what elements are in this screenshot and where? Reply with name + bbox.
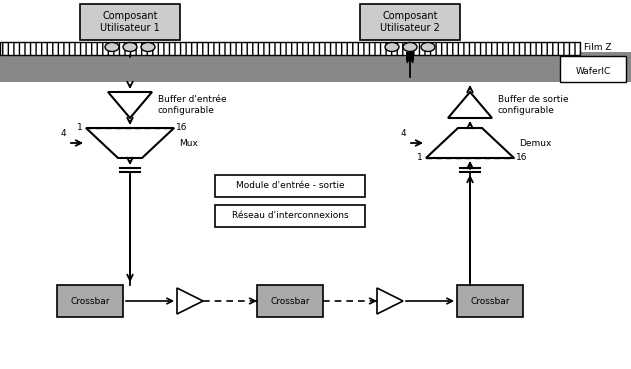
Polygon shape [177, 288, 203, 314]
Bar [257, 285, 323, 317]
Text: 16: 16 [516, 154, 528, 162]
Polygon shape [86, 128, 174, 158]
Bar [0, 52, 631, 82]
Ellipse shape [123, 42, 137, 52]
Ellipse shape [141, 42, 155, 52]
Text: 4: 4 [61, 129, 66, 138]
Polygon shape [108, 92, 152, 118]
Text: Film Z: Film Z [584, 44, 611, 52]
Text: Crossbar: Crossbar [270, 297, 310, 306]
Text: 4: 4 [401, 129, 406, 138]
Text: Mux: Mux [179, 138, 198, 148]
Ellipse shape [105, 42, 119, 52]
Bar [406, 52, 414, 61]
Text: Buffer de sortie
configurable: Buffer de sortie configurable [498, 95, 569, 115]
Bar [360, 4, 460, 40]
Text: 16: 16 [176, 124, 187, 132]
Polygon shape [377, 288, 403, 314]
Ellipse shape [403, 42, 417, 52]
Text: Composant
Utilisateur 2: Composant Utilisateur 2 [380, 11, 440, 33]
Text: WaferIC: WaferIC [575, 66, 611, 76]
Text: 1: 1 [77, 124, 83, 132]
Text: Demux: Demux [519, 138, 551, 148]
Bar [560, 56, 626, 82]
Bar [80, 4, 180, 40]
Bar [457, 285, 523, 317]
Text: Composant
Utilisateur 1: Composant Utilisateur 1 [100, 11, 160, 33]
Polygon shape [448, 92, 492, 118]
Ellipse shape [385, 42, 399, 52]
Text: Buffer d'entrée
configurable: Buffer d'entrée configurable [158, 95, 227, 115]
Text: Crossbar: Crossbar [470, 297, 510, 306]
Bar [215, 175, 365, 197]
Bar [215, 205, 365, 227]
Text: Module d'entrée - sortie: Module d'entrée - sortie [236, 182, 345, 190]
Bar [0, 42, 580, 55]
Text: 1: 1 [417, 154, 423, 162]
Bar [57, 285, 123, 317]
Text: Crossbar: Crossbar [70, 297, 110, 306]
Ellipse shape [421, 42, 435, 52]
Polygon shape [426, 128, 514, 158]
Text: Réseau d'interconnexions: Réseau d'interconnexions [232, 211, 348, 221]
